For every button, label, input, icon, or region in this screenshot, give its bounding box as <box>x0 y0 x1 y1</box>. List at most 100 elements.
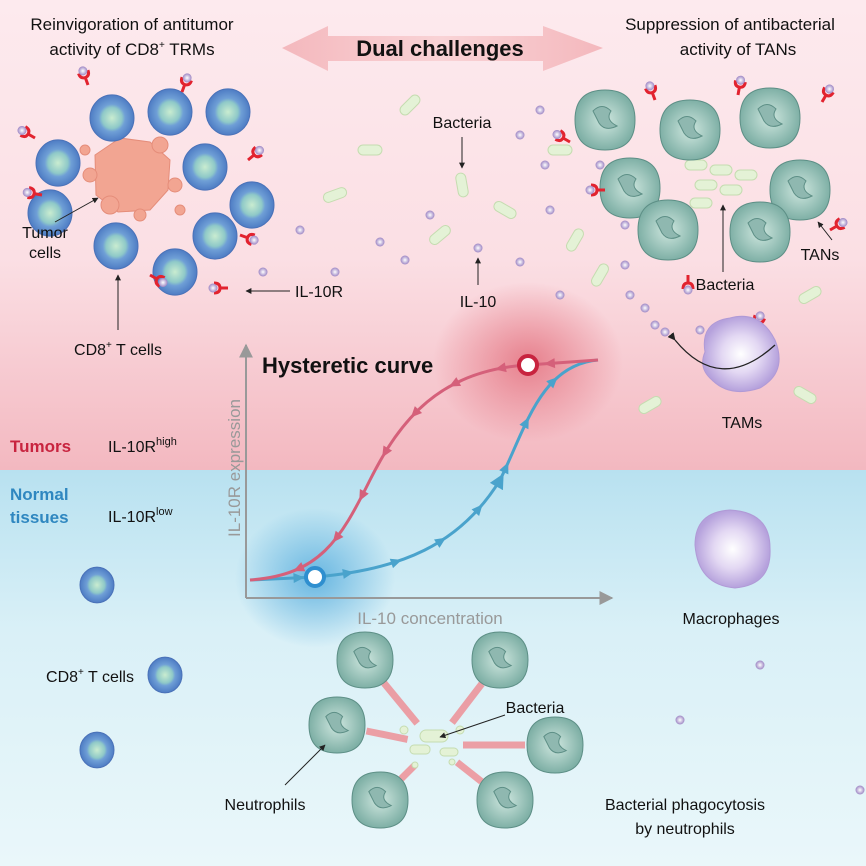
il10-bound-icon <box>736 75 746 85</box>
nucleus <box>617 174 644 197</box>
cd8-t-cell-icon <box>147 88 193 136</box>
cell-body <box>182 143 228 191</box>
il10-molecule-icon <box>640 303 650 313</box>
curve-title: Hysteretic curve <box>262 353 433 378</box>
x-axis-label: IL-10 concentration <box>357 609 503 628</box>
left-title-line2: activity of CD8+ TRMs <box>49 40 214 59</box>
bacteria-pointer-bottom <box>439 714 506 739</box>
tumor-cells-label-2: cells <box>29 245 61 262</box>
tans-pointer <box>817 221 833 241</box>
tans-group <box>552 75 848 331</box>
il10r-receptor-icon <box>208 281 228 295</box>
bacterium-icon <box>793 386 817 404</box>
cd8-t-cell-icon <box>229 181 275 229</box>
receptor-shape <box>179 76 193 93</box>
receptor-shape <box>829 217 846 232</box>
nucleus <box>368 786 393 809</box>
cd8-t-cells-label-bottom: CD8+ T cells <box>46 667 134 686</box>
neutrophils-pointer <box>284 744 326 786</box>
direction-arrow-icon <box>342 569 354 579</box>
curve-direction-arrows <box>293 358 558 583</box>
receptor-shape <box>644 84 658 101</box>
bacteria-label-bottom: Bacteria <box>506 700 565 717</box>
nucleus <box>677 116 704 139</box>
il10r-receptor-icon <box>585 183 605 197</box>
il10r-receptor-icon <box>552 129 571 144</box>
neutrophils-group <box>308 631 584 829</box>
neutrophil-icon <box>526 716 584 774</box>
receptor-shape <box>590 183 605 197</box>
low-state-marker <box>304 566 326 588</box>
bacterium-icon <box>399 94 421 116</box>
direction-arrow-icon <box>449 377 462 387</box>
cell-body <box>192 212 238 260</box>
cd8-t-cells-normal <box>79 566 183 769</box>
nucleus <box>787 176 814 199</box>
cell-body <box>147 88 193 136</box>
il10r-receptor-icon <box>247 145 264 162</box>
direction-arrow-icon <box>543 358 556 369</box>
cd8-t-cell-icon <box>152 248 198 296</box>
il10-molecule-icon <box>555 290 565 300</box>
direction-arrow-icon <box>410 406 423 418</box>
il10-bound-icon <box>825 84 834 94</box>
high-state-marker <box>517 354 539 376</box>
neutrophil-icon <box>574 89 636 151</box>
bacteria-group <box>322 94 822 414</box>
nucleus <box>488 646 513 669</box>
phagocytosis-arrow <box>365 727 409 743</box>
direction-arrow-icon <box>434 537 446 548</box>
phagocytosis-arrow <box>381 680 420 726</box>
phagocytosis-arrow <box>449 681 485 725</box>
il10-molecule-icon <box>650 320 660 330</box>
normal-il10r-low: IL-10Rlow <box>108 506 173 526</box>
il10-molecule-icon <box>425 210 435 220</box>
direction-arrow-icon <box>293 562 306 572</box>
cell-body <box>79 731 115 769</box>
il10-label: IL-10 <box>460 294 497 311</box>
right-title-line1: Suppression of antibacterial <box>625 15 835 34</box>
direction-arrow-icon <box>471 504 483 516</box>
il10r-receptor-icon <box>179 73 193 93</box>
il10-molecule-icon <box>375 237 385 247</box>
cd8-t-cells-tumor <box>17 66 275 296</box>
falling-branch <box>249 358 599 582</box>
neutrophil-icon <box>729 201 791 263</box>
nucleus <box>747 218 774 241</box>
il10r-receptor-icon <box>820 84 835 103</box>
tans-label: TANs <box>801 247 840 264</box>
cell-body <box>93 222 139 270</box>
il10-molecule-icon <box>540 160 550 170</box>
cd8-t-cell-icon <box>35 139 81 187</box>
cd8-t-cell-icon <box>192 212 238 260</box>
macrophages-label: Macrophages <box>683 611 780 628</box>
il10-bound-icon <box>254 145 264 155</box>
il10-molecule-icon <box>330 267 340 277</box>
il10-bound-icon <box>683 285 693 295</box>
il10r-receptor-icon <box>733 75 747 96</box>
receptor-shape <box>733 80 747 96</box>
bacterium-icon <box>638 396 662 414</box>
neutrophil-icon <box>599 157 661 219</box>
tams-label: TAMs <box>722 415 763 432</box>
nucleus <box>592 106 619 129</box>
il10-bound-icon <box>208 283 218 293</box>
cd8-t-cell-icon <box>147 656 183 694</box>
cd8-t-cell-icon <box>93 222 139 270</box>
il10-molecule-icon <box>620 260 630 270</box>
direction-arrow-icon <box>389 558 402 569</box>
nucleus <box>543 731 568 754</box>
il10r-receptor-icon <box>77 66 91 86</box>
il10-bound-icon <box>249 235 259 245</box>
il10-bound-icon <box>755 311 765 321</box>
neutrophil-icon <box>476 771 534 829</box>
il10-bound-icon <box>182 73 192 83</box>
tumor-cells-cluster <box>79 136 186 222</box>
il10-molecule-icon <box>515 257 525 267</box>
il10-molecule-icon <box>675 715 685 725</box>
cd8-t-cells-label-top: CD8+ T cells <box>74 340 162 359</box>
il10-bound-icon <box>645 81 655 91</box>
bacterium-icon <box>429 225 451 245</box>
receptor-shape <box>27 186 43 200</box>
nucleus <box>353 646 378 669</box>
